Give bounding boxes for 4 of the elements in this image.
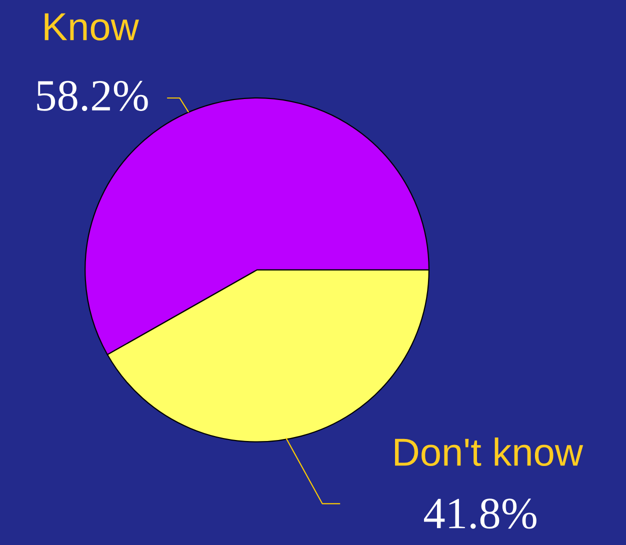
slice-label: Know: [44, 13, 140, 41]
data-label: 58.2%: [37, 80, 148, 112]
slice-label: Don't know: [395, 437, 584, 466]
data-label: 41.8%: [424, 498, 536, 529]
